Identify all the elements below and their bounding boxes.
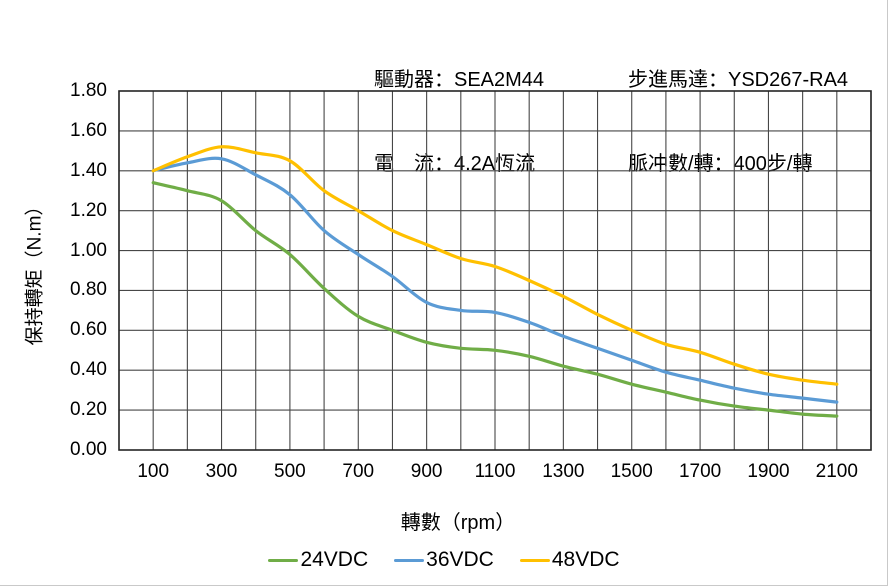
curve-24vdc [151,181,839,418]
y-axis-title: 保持轉矩（N.m） [24,196,46,346]
x-tick-label: 1900 [747,461,790,482]
y-tick-label: 1.00 [70,239,107,261]
x-tick-label: 500 [274,461,306,482]
y-tick-label: 1.60 [70,119,107,141]
y-tick-label: 0.40 [70,359,107,381]
chart-legend: 24VDC 36VDC 48VDC [0,548,887,572]
x-tick-label: 1300 [542,461,585,482]
x-tick-label: 900 [410,461,443,482]
x-tick-label: 700 [342,461,375,482]
y-tick-label: 1.80 [70,80,107,101]
x-tick-label: 1700 [678,461,722,482]
x-tick-label: 1500 [610,461,653,482]
y-tick-label: 0.00 [70,439,107,460]
legend-label: 24VDC [300,548,369,571]
legend-item-48vdc: 48VDC [519,548,620,572]
spec-header-left: 驅動器：SEA2M44 電 流：4.2A恆流 [374,10,544,234]
x-tick-label: 100 [137,461,170,482]
y-tick-label: 0.20 [70,399,107,421]
curve-48vdc [151,145,839,386]
x-tick-label: 300 [205,461,238,482]
legend-label: 36VDC [426,548,494,571]
legend-line-swatch [519,558,550,562]
legend-item-24vdc: 24VDC [268,548,368,572]
y-tick-label: 1.20 [70,199,107,221]
y-tick-label: 0.60 [70,319,107,341]
x-tick-label: 1100 [474,461,516,482]
driver-spec: 驅動器：SEA2M44 [374,69,545,91]
y-tick-label: 1.40 [70,159,107,181]
legend-label: 48VDC [551,548,620,571]
motor-spec: 步進馬達：YSD267-RA4 [628,69,849,91]
x-axis-title: 轉數（rpm） [400,512,516,534]
legend-line-swatch [394,558,425,562]
legend-item-36vdc: 36VDC [394,548,494,572]
legend-line-swatch [268,558,299,562]
plot-border [118,90,872,451]
x-tick-label: 2100 [815,461,858,482]
curve-36vdc [151,156,839,404]
y-tick-label: 0.80 [70,279,107,301]
current-spec: 電 流：4.2A恆流 [374,153,536,175]
pulses-spec: 脈冲數/轉：400步/轉 [628,153,813,175]
spec-header-right: 步進馬達：YSD267-RA4 脈冲數/轉：400步/轉 [628,10,848,234]
